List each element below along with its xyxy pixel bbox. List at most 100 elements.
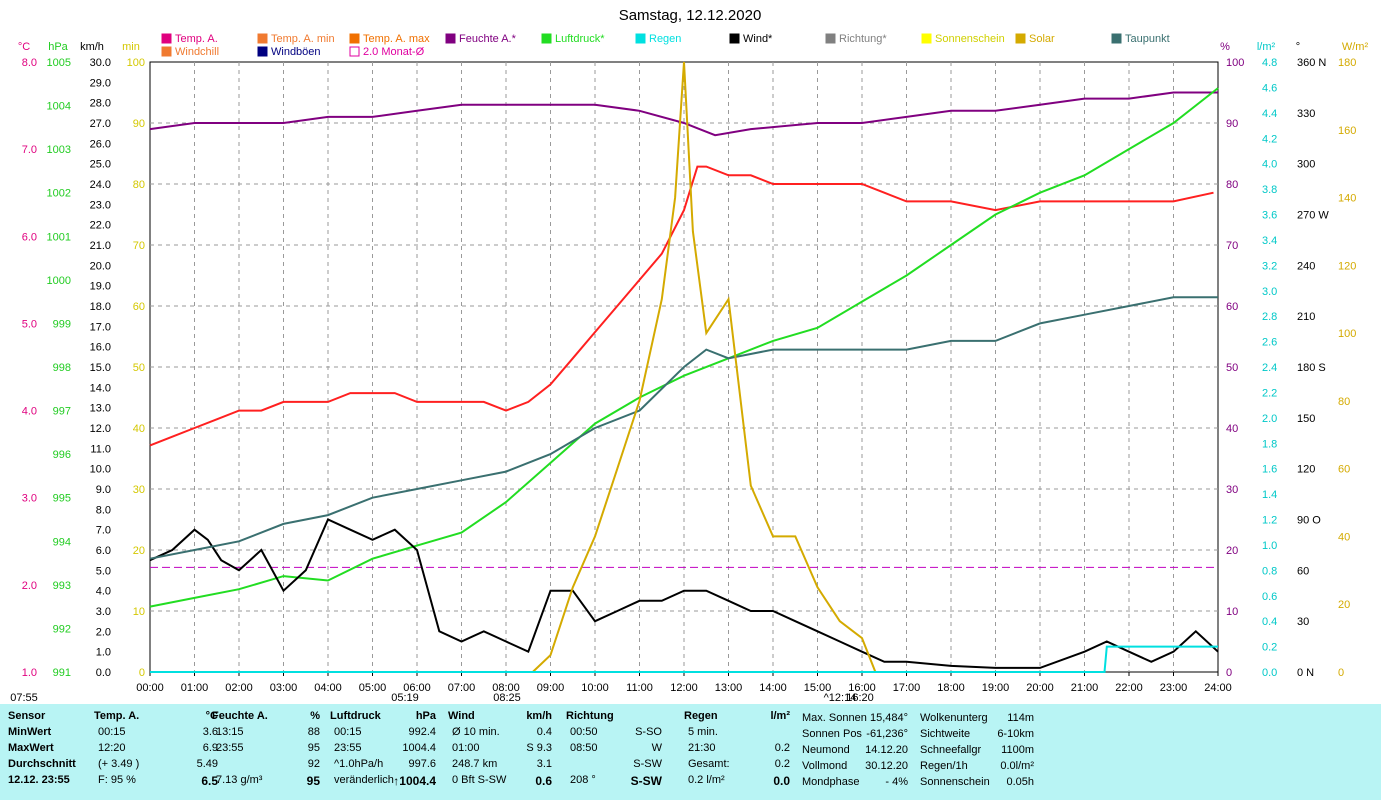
temp-header: Temp. A.: [94, 710, 140, 722]
legend-swatch-12: [257, 46, 268, 57]
solar-axis-tick: 160: [1338, 125, 1356, 137]
x-tick: 13:00: [715, 682, 743, 694]
pressure-axis-tick: 996: [53, 449, 71, 461]
humidity-axis-tick: 40: [1226, 423, 1238, 435]
x-tick: 02:00: [225, 682, 253, 694]
wind-axis-tick: 0.0: [96, 667, 111, 679]
pressure-row-label: ^1.0hPa/h: [334, 758, 384, 770]
direction-axis-unit: °: [1296, 41, 1300, 53]
solar-axis-tick: 80: [1338, 396, 1350, 408]
direction-axis-tick: 60: [1297, 565, 1309, 577]
wind-axis-tick: 4.0: [96, 586, 111, 598]
misc-label: Sichtweite: [920, 728, 971, 740]
rain-axis-unit: l/m²: [1257, 41, 1276, 53]
solar-axis-tick: 140: [1338, 193, 1356, 205]
wind-axis-tick: 6.0: [96, 545, 111, 557]
rain-axis-tick: 2.2: [1262, 387, 1277, 399]
astro-value: 30.12.20: [865, 760, 908, 772]
temp-axis-unit: °C: [18, 41, 30, 53]
misc-value: 114m: [1007, 712, 1034, 724]
rain-row-value: 0.2: [774, 742, 790, 754]
x-tick: 04:00: [314, 682, 342, 694]
legend-label-7: Richtung*: [839, 33, 887, 45]
legend-label-8: Sonnenschein: [935, 33, 1005, 45]
pressure-axis-tick: 994: [53, 536, 71, 548]
x-tick: 19:00: [982, 682, 1010, 694]
rain-header: Regen: [684, 710, 718, 722]
pressure-axis-tick: 1004: [47, 101, 71, 113]
legend-label-1: Temp. A. min: [271, 33, 335, 45]
wind-axis-tick: 21.0: [90, 240, 111, 252]
rain-axis-tick: 2.8: [1262, 311, 1277, 323]
rain-axis-tick: 1.8: [1262, 438, 1277, 450]
direction-axis-tick: 0 N: [1297, 667, 1314, 679]
direction-row-value: S-SW: [630, 774, 662, 788]
humidity-axis-tick: 80: [1226, 179, 1238, 191]
rain-axis-tick: 3.8: [1262, 184, 1277, 196]
wind-row-label: Ø 10 min.: [452, 726, 500, 738]
sensor-header: Sensor: [8, 710, 46, 722]
x-tick: 11:00: [626, 682, 653, 694]
wind-axis-tick: 25.0: [90, 159, 111, 171]
rain-axis-tick: 2.0: [1262, 413, 1277, 425]
legend-label-11: Windchill: [175, 46, 219, 58]
pressure-axis-tick: 1002: [47, 188, 71, 200]
wind-axis-tick: 3.0: [96, 606, 111, 618]
direction-axis-tick: 30: [1297, 616, 1309, 628]
legend: Temp. A. Temp. A. min Temp. A. max Feuchte …: [161, 33, 1170, 58]
humidity-axis-tick: 60: [1226, 301, 1238, 313]
rain-axis-tick: 1.4: [1262, 489, 1277, 501]
wind-axis-tick: 15.0: [90, 362, 111, 374]
wind-row-value: S 9.3: [526, 742, 552, 754]
wind-axis-unit: km/h: [80, 41, 104, 53]
wind-axis-tick: 27.0: [90, 118, 111, 130]
rain-unit: l/m²: [770, 710, 790, 722]
humidity-axis-tick: 50: [1226, 362, 1238, 374]
wind-unit: km/h: [526, 710, 552, 722]
astro-label: Max. Sonnen: [802, 712, 867, 724]
sun-axis-tick: 20: [133, 545, 145, 557]
wind-axis-tick: 20.0: [90, 260, 111, 272]
direction-row-value: S-SW: [633, 758, 662, 770]
wind-axis-tick: 1.0: [96, 647, 111, 659]
sun-axis-tick: 40: [133, 423, 145, 435]
direction-axis-tick: 330: [1297, 108, 1315, 120]
legend-swatch-3: [445, 33, 456, 44]
x-tick: 22:00: [1115, 682, 1143, 694]
series-line-1: [149, 91, 1218, 137]
rain-axis-tick: 1.6: [1262, 464, 1277, 476]
solar-axis-tick: 40: [1338, 531, 1350, 543]
pressure-row-value: ↑1004.4: [393, 774, 436, 788]
direction-axis-tick: 120: [1297, 464, 1315, 476]
direction-row-value: S-SO: [635, 726, 662, 738]
x-tick: 10:00: [581, 682, 609, 694]
direction-axis-tick: 150: [1297, 413, 1315, 425]
series-line-6: [150, 645, 1218, 673]
misc-label: Sonnenschein: [920, 776, 990, 788]
wind-row-label: 01:00: [452, 742, 480, 754]
temp-row-label: 00:15: [98, 726, 126, 738]
wind-axis-tick: 17.0: [90, 321, 111, 333]
rain-axis-tick: 0.6: [1262, 591, 1277, 603]
rain-row-value: 0.2: [774, 758, 790, 770]
solar-axis-tick: 20: [1338, 599, 1350, 611]
solar-axis-unit: W/m²: [1342, 41, 1369, 53]
direction-header: Richtung: [566, 710, 614, 722]
legend-label-12: Windböen: [271, 46, 321, 58]
pressure-axis-tick: 1001: [47, 231, 71, 243]
direction-axis-tick: 180 S: [1297, 362, 1326, 374]
x-tick: 24:00: [1204, 682, 1232, 694]
rain-axis-tick: 3.0: [1262, 286, 1277, 298]
humidity-axis-tick: 0: [1226, 667, 1232, 679]
legend-swatch-11: [161, 46, 172, 57]
misc-label: Regen/1h: [920, 760, 968, 772]
wind-axis-tick: 2.0: [96, 626, 111, 638]
temp-axis-tick: 2.0: [22, 580, 37, 592]
temp-axis-tick: 1.0: [22, 667, 37, 679]
pressure-row-label: veränderlich: [334, 774, 394, 786]
humidity-row-label: 7.13 g/m³: [216, 774, 263, 786]
wind-axis-tick: 22.0: [90, 220, 111, 232]
sun-marker-2: 08:25: [493, 692, 521, 704]
legend-label-0: Temp. A.: [175, 33, 218, 45]
